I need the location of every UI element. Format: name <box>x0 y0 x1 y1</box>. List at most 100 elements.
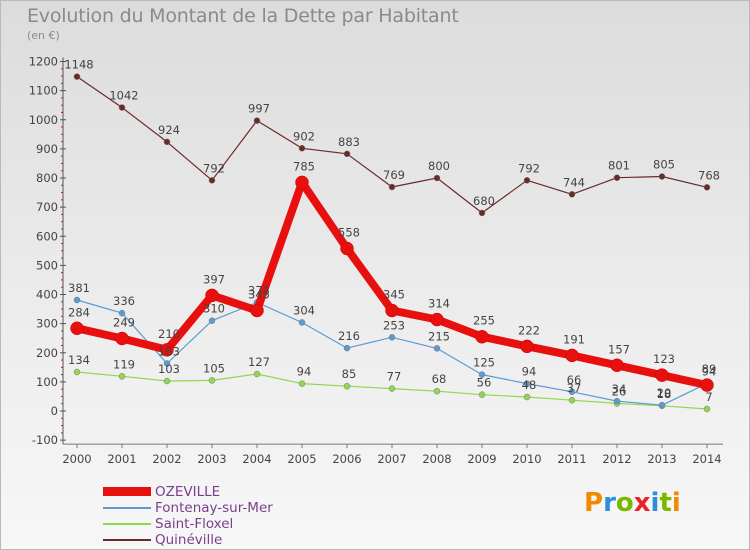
data-point <box>115 331 129 346</box>
data-point <box>298 380 306 387</box>
legend-label-quineville: Quinéville <box>155 532 223 548</box>
data-point <box>70 321 84 336</box>
data-point <box>73 296 81 304</box>
data-label: 801 <box>608 159 630 173</box>
data-point <box>118 373 126 380</box>
x-tick-label: 2001 <box>107 452 136 466</box>
data-point <box>343 150 351 158</box>
data-label: 103 <box>158 362 180 376</box>
data-point <box>523 393 531 401</box>
data-label: 66 <box>567 373 582 387</box>
data-point <box>478 371 486 378</box>
data-label: 381 <box>68 281 90 295</box>
data-point <box>520 339 534 354</box>
data-label: 744 <box>563 175 585 189</box>
chart-title: Evolution du Montant de la Dette par Hab… <box>27 5 459 27</box>
y-tick-label: 900 <box>36 142 58 156</box>
data-label: 792 <box>203 161 225 175</box>
data-label: 94 <box>297 365 312 379</box>
data-label: 768 <box>698 168 720 182</box>
x-tick-label: 2002 <box>152 452 181 466</box>
data-point <box>568 396 576 404</box>
data-point <box>658 173 666 180</box>
legend-label-saint-floxel: Saint-Floxel <box>155 516 234 532</box>
x-tick-label: 2000 <box>62 452 91 466</box>
data-label: 34 <box>612 382 627 396</box>
data-label: 20 <box>657 386 672 400</box>
logo-letter: r <box>603 488 616 518</box>
data-label: 85 <box>342 367 357 381</box>
data-point <box>253 117 261 124</box>
data-label: 800 <box>428 159 450 173</box>
data-point <box>73 368 81 376</box>
data-label: 792 <box>518 161 540 175</box>
data-label: 883 <box>338 135 360 149</box>
data-label: 785 <box>293 159 315 173</box>
data-point <box>343 344 351 352</box>
data-point <box>565 348 579 363</box>
data-label: 77 <box>387 370 402 384</box>
logo-letter: i <box>671 488 681 518</box>
data-label: 163 <box>158 345 180 359</box>
data-label: 336 <box>113 294 135 308</box>
data-point <box>205 288 219 303</box>
x-tick-label: 2010 <box>512 452 541 466</box>
data-point <box>700 378 714 392</box>
data-point <box>253 370 261 378</box>
data-label: 924 <box>158 123 180 137</box>
x-tick-label: 2009 <box>467 452 496 466</box>
data-point <box>703 184 711 191</box>
logo-letter: P <box>584 488 604 518</box>
y-tick-label: 500 <box>36 258 58 272</box>
y-tick-label: 600 <box>36 229 58 243</box>
data-label: 26 <box>612 384 627 398</box>
data-point <box>478 209 486 217</box>
data-label: 345 <box>383 288 405 302</box>
proxiti-logo: Proxiti <box>584 488 681 518</box>
data-label: 345 <box>248 288 270 302</box>
data-label: 249 <box>113 315 135 329</box>
logo-letter: x <box>633 488 651 518</box>
data-label: 314 <box>428 297 450 311</box>
data-point <box>433 387 441 395</box>
data-point <box>385 303 399 318</box>
data-point <box>118 309 126 317</box>
data-label: 680 <box>473 194 495 208</box>
data-label: 119 <box>113 357 135 371</box>
data-label: 304 <box>293 303 315 317</box>
y-tick-label: 200 <box>36 346 58 360</box>
data-point <box>475 329 489 344</box>
data-point <box>613 174 621 181</box>
legend-swatch-fontenay <box>103 507 151 509</box>
data-point <box>343 382 351 390</box>
data-label: 253 <box>383 318 405 332</box>
logo-letter: t <box>659 488 672 518</box>
data-label: 157 <box>608 342 630 356</box>
data-label: 310 <box>203 302 225 316</box>
data-point <box>388 334 396 341</box>
x-tick-label: 2011 <box>557 452 586 466</box>
legend-swatch-quineville <box>103 539 151 541</box>
data-point <box>523 380 531 387</box>
data-label: 222 <box>518 323 540 337</box>
legend-label-ozeville: OZEVILLE <box>155 484 221 500</box>
y-tick-label: -100 <box>32 433 58 447</box>
data-point <box>208 317 216 324</box>
data-point <box>163 360 171 367</box>
data-label: 215 <box>428 329 450 343</box>
data-label: 89 <box>702 362 717 376</box>
data-point <box>523 177 531 184</box>
x-tick-label: 2014 <box>692 452 721 466</box>
data-label: 127 <box>248 355 270 369</box>
data-label: 216 <box>338 329 360 343</box>
data-label: 1042 <box>109 89 138 103</box>
data-label: 94 <box>522 365 537 379</box>
data-point <box>658 401 666 409</box>
data-point <box>295 175 309 190</box>
data-label: 191 <box>563 332 585 346</box>
x-tick-label: 2012 <box>602 452 631 466</box>
data-point <box>298 145 306 152</box>
data-label: 210 <box>158 327 180 341</box>
